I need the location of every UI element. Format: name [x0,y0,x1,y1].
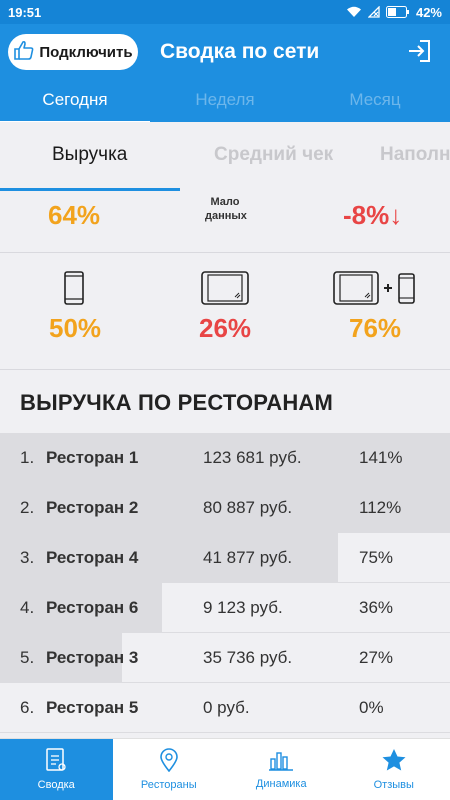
star-icon [381,748,407,775]
restaurant-percent: 141% [359,448,403,467]
battery-icon [385,6,410,18]
restaurant-name: Ресторан 4 [46,548,139,567]
nav-restaurants-label: Рестораны [140,779,197,791]
login-icon[interactable] [406,38,432,69]
wifi-icon [346,6,362,18]
status-time: 19:51 [8,4,42,20]
restaurant-percent: 112% [359,498,402,517]
fill-change-value: -8%↓ [343,200,403,230]
bar-chart-icon [268,749,294,774]
share-bar [0,533,338,582]
connect-button-label: Подключить [39,43,133,61]
tab-month[interactable]: Месяц [349,90,401,109]
combined-share-value: 76% [349,313,402,343]
divider [0,369,450,370]
table-row[interactable]: 6. Ресторан 5 0 руб. 0% [0,683,450,733]
location-pin-icon [159,748,179,775]
row-index: 4. [20,598,35,617]
battery-level: 42% [415,4,442,20]
tablet-share-value: 26% [199,313,252,343]
device-breakdown: 50% 26% 76% [0,253,450,369]
page-title: Сводка по сети [160,40,320,63]
nav-restaurants[interactable]: Рестораны [113,739,226,800]
row-index: 5. [20,648,35,667]
summary-icon [45,748,67,775]
row-index: 3. [20,548,35,567]
phone-icon [64,271,84,310]
table-row[interactable]: 4. Ресторан 6 9 123 руб. 36% [0,583,450,633]
metric-tab-fill[interactable]: Наполня [380,144,450,165]
restaurant-amount: 9 123 руб. [203,598,283,617]
metric-tabs: Выручка Средний чек Наполня [0,144,450,180]
restaurant-list: 1. Ресторан 1 123 681 руб. 141% 2. Ресторан 2… [0,433,450,733]
row-index: 2. [20,498,35,517]
restaurant-amount: 123 681 руб. [203,448,302,467]
table-row[interactable]: 5. Ресторан 3 35 736 руб. 27% [0,633,450,683]
app-bar: Подключить Сводка по сети [0,24,450,80]
restaurant-amount: 80 887 руб. [203,498,293,517]
tab-week[interactable]: Неделя [195,90,255,109]
sim-off-icon [367,6,380,18]
nav-dynamics[interactable]: Динамика [225,739,338,800]
restaurant-name: Ресторан 6 [46,598,139,617]
restaurant-percent: 27% [359,648,394,667]
section-title: ВЫРУЧКА ПО РЕСТОРАНАМ [20,390,334,415]
metric-area: Выручка Средний чек Наполня 64% Мало дан… [0,122,450,252]
restaurant-name: Ресторан 3 [46,648,139,667]
nav-dynamics-label: Динамика [255,778,307,790]
table-row[interactable]: 2. Ресторан 2 80 887 руб. 112% [0,483,450,533]
share-bar [0,583,162,632]
avg-check-note: Мало данных [205,196,247,222]
nav-reviews[interactable]: Отзывы [338,739,450,800]
share-bar [0,483,450,532]
row-index: 6. [20,698,35,717]
restaurant-amount: 41 877 руб. [203,548,293,567]
metric-tab-avg-check[interactable]: Средний чек [214,144,334,165]
restaurant-name: Ресторан 1 [46,448,139,467]
share-bar [0,633,122,682]
table-row[interactable]: 1. Ресторан 1 123 681 руб. 141% [0,433,450,483]
restaurant-name: Ресторан 5 [46,698,139,717]
period-tabs: Сегодня Неделя Месяц [0,80,450,124]
bottom-nav: Сводка Рестораны Динамика Отзывы [0,738,450,800]
row-index: 1. [20,448,35,467]
restaurant-amount: 35 736 руб. [203,648,293,667]
share-bar [0,433,450,482]
restaurant-percent: 75% [359,548,394,567]
phone-share-value: 50% [49,313,102,343]
tab-today[interactable]: Сегодня [0,80,150,124]
restaurant-amount: 0 руб. [203,698,250,717]
metric-tab-revenue[interactable]: Выручка [52,144,128,165]
revenue-change-value: 64% [48,200,101,230]
connect-button[interactable]: Подключить [8,34,138,70]
nav-reviews-label: Отзывы [373,779,414,791]
tablet-plus-phone-icon [333,271,417,310]
status-bar: 19:51 42% [0,0,450,24]
metric-tab-indicator [0,188,180,191]
tablet-icon [201,271,249,310]
divider [0,252,450,253]
nav-summary[interactable]: Сводка [0,739,113,800]
nav-summary-label: Сводка [37,779,75,791]
restaurant-percent: 36% [359,598,394,617]
restaurant-name: Ресторан 2 [46,498,139,517]
restaurant-percent: 0% [359,698,384,717]
thumbs-up-icon [13,40,35,64]
table-row[interactable]: 3. Ресторан 4 41 877 руб. 75% [0,533,450,583]
